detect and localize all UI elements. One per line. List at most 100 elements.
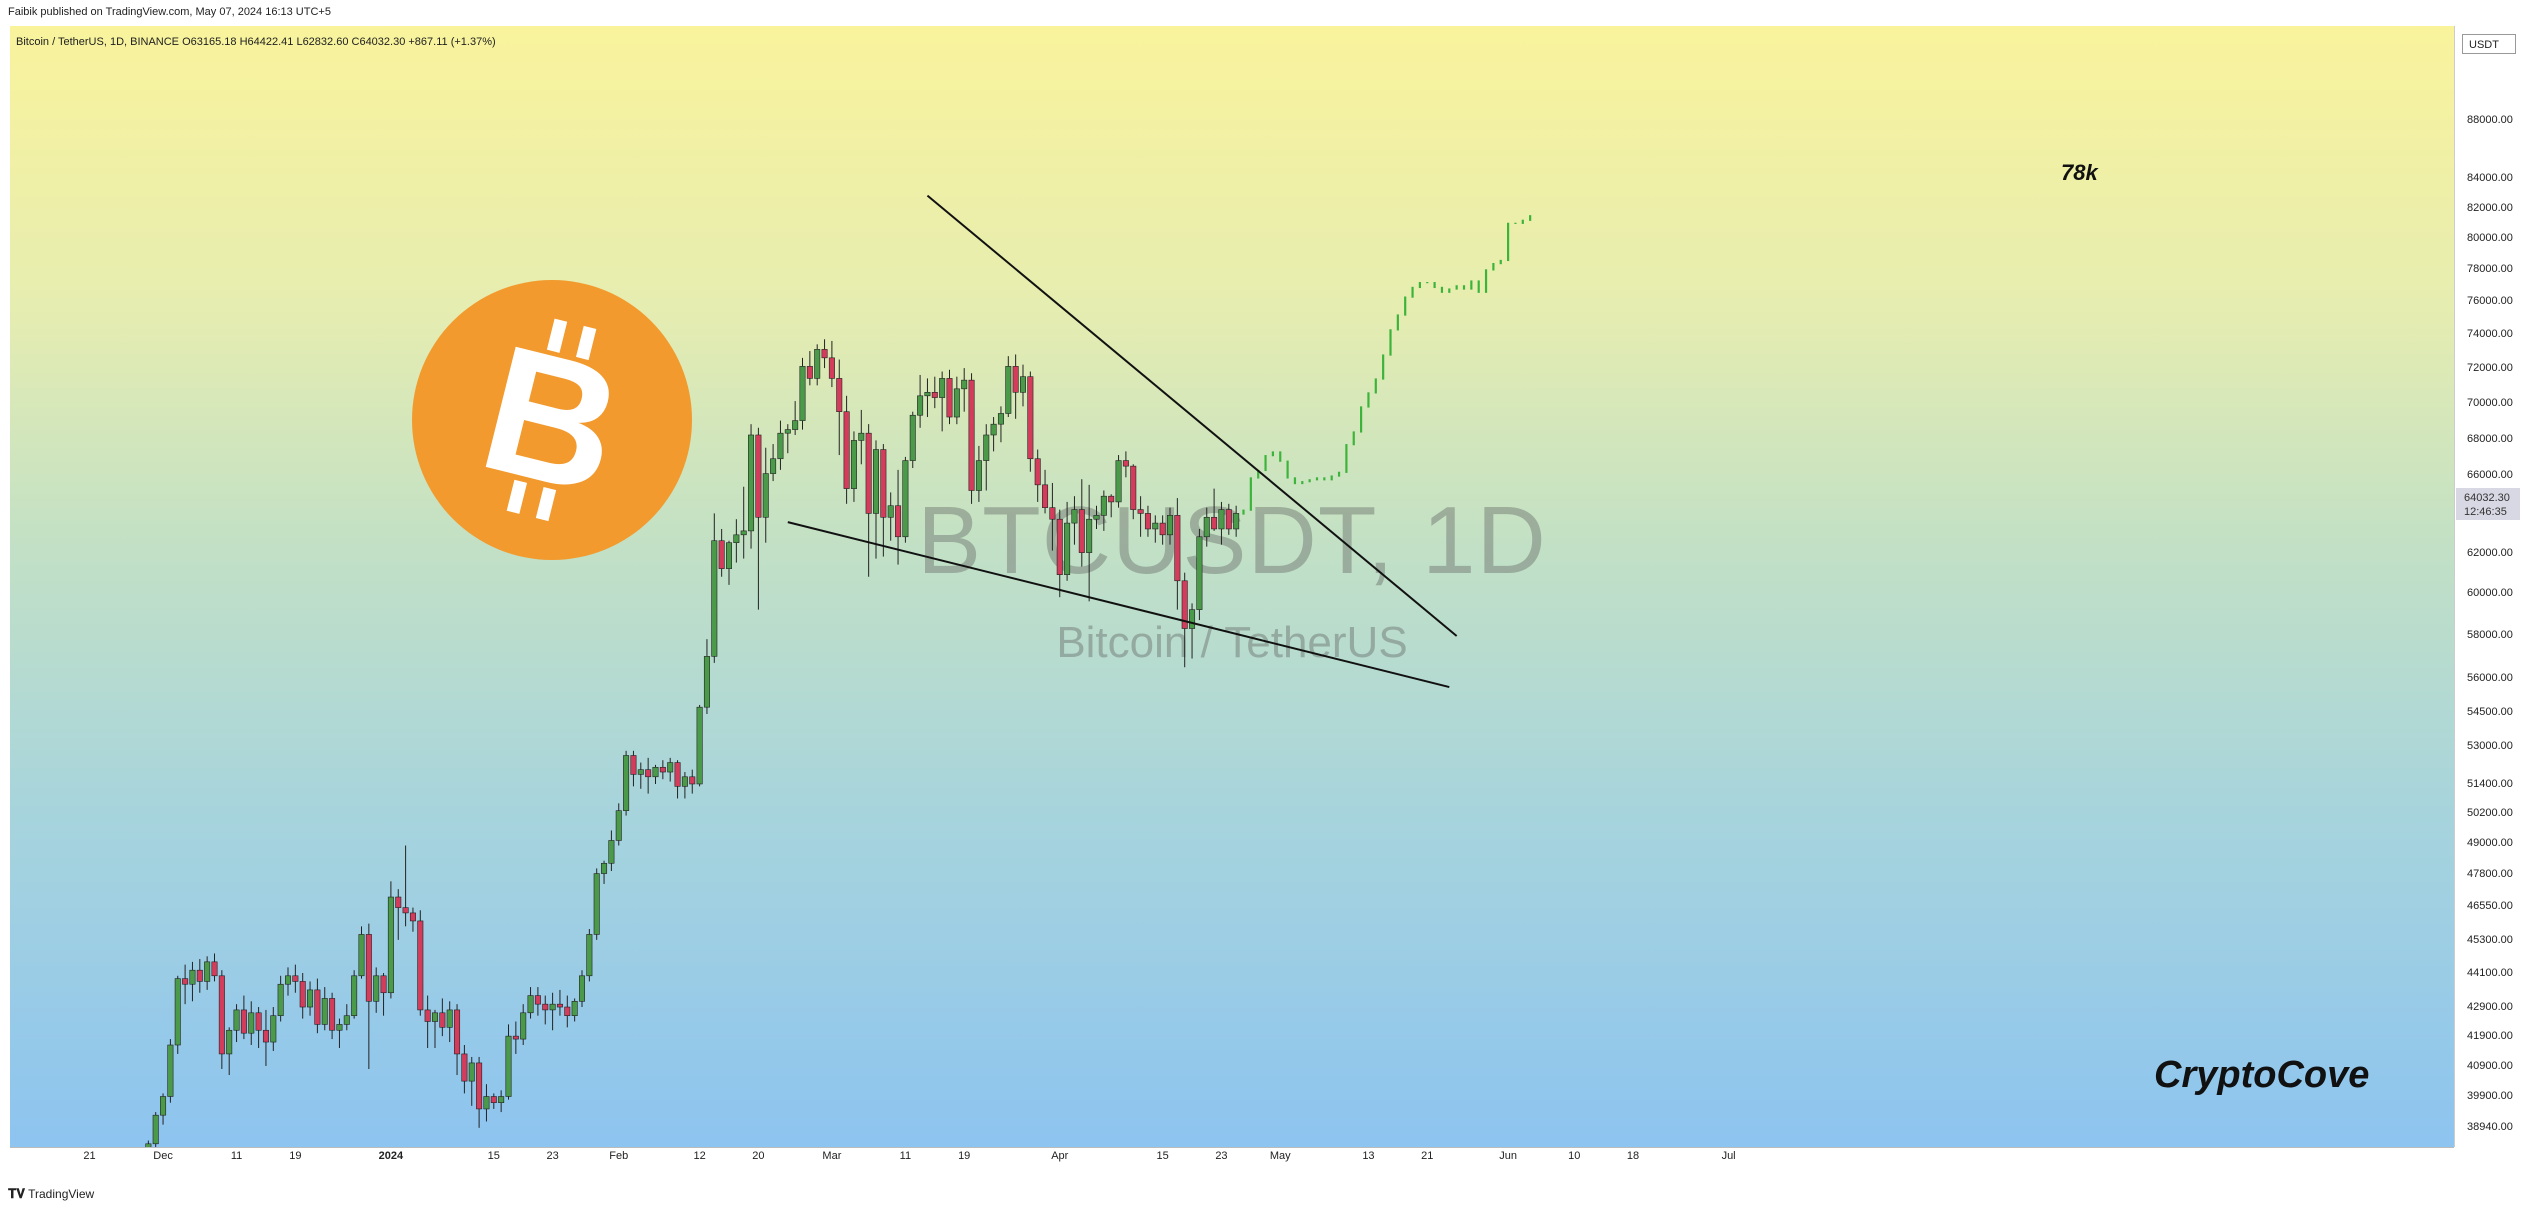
candle-body bbox=[454, 1009, 461, 1055]
candle bbox=[990, 417, 997, 452]
candle-body bbox=[968, 379, 975, 491]
candle-body bbox=[755, 434, 762, 518]
candle bbox=[1078, 479, 1085, 567]
time-tick-label: 23 bbox=[546, 1150, 559, 1162]
candle-body bbox=[402, 907, 409, 914]
candle-body bbox=[696, 706, 703, 785]
candle bbox=[975, 445, 982, 502]
candle-body bbox=[1005, 366, 1012, 414]
candle-body bbox=[733, 534, 740, 543]
target-label: 78k bbox=[2061, 160, 2098, 185]
candle bbox=[211, 953, 218, 982]
candle bbox=[711, 513, 718, 663]
candle-body bbox=[931, 392, 938, 398]
candle bbox=[409, 907, 416, 932]
candle-body bbox=[1115, 460, 1122, 503]
candle bbox=[931, 376, 938, 409]
price-tick-label: 74000.00 bbox=[2467, 328, 2513, 341]
candle bbox=[814, 344, 821, 386]
candle-body bbox=[1034, 458, 1041, 486]
candle bbox=[586, 929, 593, 982]
bitcoin-icon: B bbox=[412, 280, 692, 560]
price-tick-label: 68000.00 bbox=[2467, 432, 2513, 445]
candle-body bbox=[623, 755, 630, 811]
candle bbox=[174, 975, 181, 1054]
time-axis[interactable] bbox=[10, 1147, 2454, 1170]
price-tick-label: 49000.00 bbox=[2467, 836, 2513, 849]
candle-body bbox=[542, 1003, 549, 1011]
candle-body bbox=[983, 434, 990, 461]
candle-body bbox=[593, 873, 600, 935]
candle-body bbox=[365, 934, 372, 1002]
tradingview-footer[interactable]: 𝐓𝐕 TradingView bbox=[8, 1186, 94, 1202]
price-tick-label: 41900.00 bbox=[2467, 1030, 2513, 1043]
candle-body bbox=[321, 998, 328, 1025]
candle bbox=[733, 519, 740, 563]
price-tick-label: 84000.00 bbox=[2467, 171, 2513, 184]
candlestick-chart[interactable]: B bbox=[10, 26, 2454, 1147]
time-tick-label: 13 bbox=[1362, 1150, 1375, 1162]
candle bbox=[387, 881, 394, 999]
candle bbox=[292, 964, 299, 993]
candle-body bbox=[887, 505, 894, 518]
candle-body bbox=[556, 1003, 563, 1008]
candle-body bbox=[204, 961, 211, 982]
candle bbox=[674, 760, 681, 799]
candle bbox=[358, 926, 365, 979]
candle-body bbox=[689, 776, 696, 785]
candle-body bbox=[652, 766, 659, 778]
candle-body bbox=[549, 1003, 556, 1011]
candle-body bbox=[512, 1035, 519, 1040]
price-tick-label: 58000.00 bbox=[2467, 628, 2513, 641]
candle-body bbox=[409, 912, 416, 922]
candle-body bbox=[748, 434, 755, 532]
unit-selector[interactable]: USDT bbox=[2462, 34, 2516, 54]
candle-body bbox=[446, 1009, 453, 1028]
candle bbox=[880, 444, 887, 557]
candle-body bbox=[659, 766, 666, 773]
candle bbox=[1122, 451, 1129, 478]
candle bbox=[1174, 498, 1181, 610]
candle bbox=[997, 406, 1004, 443]
time-tick-label: 11 bbox=[899, 1150, 912, 1162]
candle-body bbox=[718, 540, 725, 569]
candle bbox=[1049, 482, 1056, 551]
candle bbox=[909, 411, 916, 468]
time-tick-label: Jul bbox=[1721, 1150, 1736, 1162]
candle-body bbox=[343, 1015, 350, 1025]
candle bbox=[645, 757, 652, 794]
candle bbox=[1027, 371, 1034, 472]
candle bbox=[762, 447, 769, 543]
price-axis[interactable]: 88000.00 84000.00 82000.00 80000.00 78000.00… bbox=[2454, 26, 2531, 1147]
candle bbox=[262, 1009, 269, 1066]
candle-body bbox=[314, 989, 321, 1025]
candle-body bbox=[1144, 513, 1151, 530]
candle bbox=[777, 420, 784, 470]
candle bbox=[351, 970, 358, 1019]
price-tick-label: 82000.00 bbox=[2467, 201, 2513, 214]
candle-body bbox=[961, 379, 968, 390]
candle-body bbox=[608, 840, 615, 864]
time-tick-label: 23 bbox=[1215, 1150, 1228, 1162]
candle bbox=[615, 803, 622, 846]
candle bbox=[578, 970, 585, 1008]
price-tick-label: 66000.00 bbox=[2467, 469, 2513, 482]
chart-area[interactable]: BTCUSDT, 1D Bitcoin / TetherUS B bbox=[10, 26, 2454, 1147]
candle-body bbox=[218, 975, 225, 1055]
candle-body bbox=[850, 440, 857, 489]
candle-body bbox=[740, 530, 747, 536]
candle-body bbox=[329, 998, 336, 1031]
candle bbox=[1005, 356, 1012, 418]
time-tick-label: May bbox=[1269, 1150, 1291, 1162]
candle bbox=[836, 359, 843, 456]
candle-body bbox=[821, 349, 828, 359]
candle bbox=[505, 1024, 512, 1100]
candle-body bbox=[1196, 536, 1203, 610]
candle-body bbox=[725, 542, 732, 569]
candle bbox=[160, 1093, 167, 1125]
price-tick-label: 38940.00 bbox=[2467, 1120, 2513, 1133]
lower-trendline bbox=[787, 521, 1450, 689]
candle-body bbox=[424, 1009, 431, 1022]
candle bbox=[637, 762, 644, 789]
candle bbox=[799, 357, 806, 430]
